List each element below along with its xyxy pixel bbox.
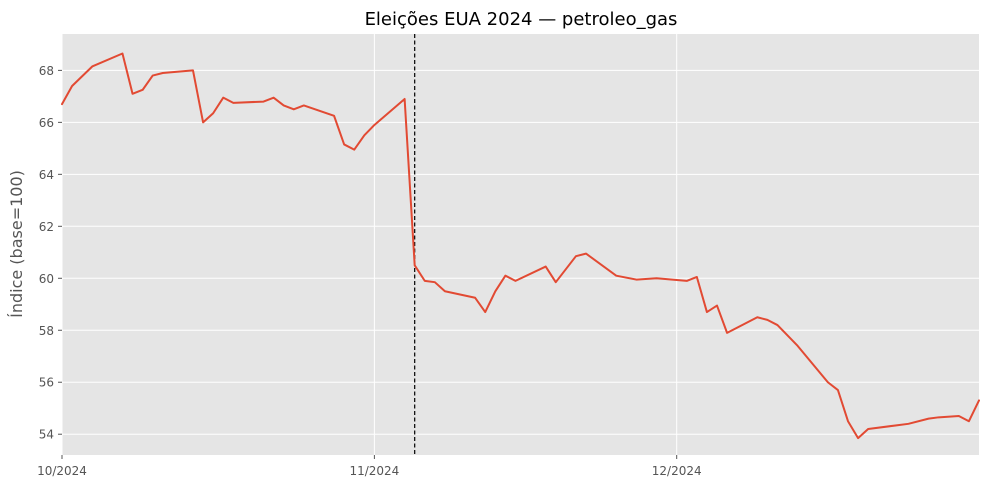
- y-axis-ticks: 54 56 58 60 62 64 66 68: [39, 64, 62, 442]
- chart-title: Eleições EUA 2024 — petroleo_gas: [365, 9, 678, 30]
- x-tick-label: 12/2024: [652, 464, 702, 478]
- x-tick-label: 10/2024: [37, 464, 87, 478]
- grid-lines: [61, 34, 979, 455]
- y-tick-label: 68: [39, 64, 54, 78]
- y-tick-label: 66: [39, 116, 54, 130]
- x-axis-ticks: 10/2024 11/2024 12/2024: [37, 455, 702, 478]
- y-axis-label: Índice (base=100): [7, 170, 26, 318]
- y-tick-label: 62: [39, 220, 54, 234]
- y-tick-label: 64: [39, 168, 54, 182]
- y-tick-label: 56: [39, 376, 54, 390]
- series-layer: [61, 52, 980, 440]
- series-line: [61, 52, 980, 440]
- plot-background: [62, 34, 979, 455]
- y-tick-label: 54: [39, 428, 54, 442]
- x-tick-label: 11/2024: [349, 464, 399, 478]
- y-tick-label: 58: [39, 324, 54, 338]
- y-tick-label: 60: [39, 272, 54, 286]
